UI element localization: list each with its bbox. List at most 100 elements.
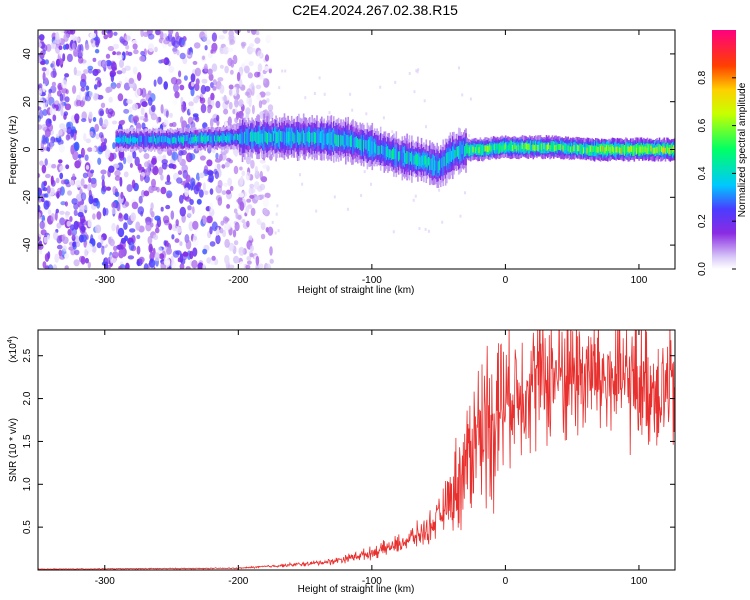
noise-blob [159, 31, 164, 40]
signal-cell [486, 146, 489, 152]
signal-cell [482, 145, 484, 152]
noise-blob [56, 59, 61, 65]
signal-cell [363, 140, 365, 152]
signal-cell [610, 145, 613, 152]
noise-speck [318, 76, 321, 80]
noise-blob [180, 96, 184, 106]
signal-cell [584, 146, 586, 153]
spectrogram-y-axis: -40 -20 0 20 40 [22, 48, 675, 252]
noise-speck [284, 69, 287, 73]
noise-blob [155, 30, 161, 36]
signal-cell [224, 136, 227, 142]
noise-speck [416, 70, 419, 74]
signal-cell [573, 145, 575, 151]
noise-blob [203, 165, 209, 175]
signal-cell [597, 146, 599, 153]
signal-cell [509, 143, 512, 150]
signal-cell [229, 134, 232, 141]
noise-blob [65, 164, 70, 170]
noise-blob [55, 208, 59, 214]
noise-blob [73, 259, 80, 267]
signal-cell [205, 136, 208, 143]
signal-cell [622, 146, 625, 152]
noise-blob [64, 103, 72, 111]
noise-blob [88, 111, 93, 120]
signal-cell [559, 144, 561, 150]
signal-cell [579, 145, 581, 152]
signal-cell [614, 147, 616, 154]
noise-blob [257, 63, 263, 73]
signal-cell [251, 130, 253, 142]
signal-cell [156, 135, 158, 142]
noise-blob [248, 98, 252, 108]
noise-blob [59, 217, 66, 226]
signal-cell [506, 144, 508, 151]
signal-cell [448, 151, 450, 164]
signal-cell [227, 134, 229, 141]
noise-blob [41, 134, 46, 145]
noise-blob [249, 194, 255, 199]
signal-cell [435, 160, 437, 171]
signal-cell [334, 133, 336, 144]
noise-blob [184, 187, 190, 197]
signal-cell [360, 139, 363, 152]
snr-plot-area [38, 330, 675, 570]
signal-cell [401, 149, 404, 162]
signal-cell [337, 134, 340, 147]
noise-blob [219, 64, 224, 69]
noise-blob [196, 198, 202, 205]
noise-blob [148, 258, 156, 268]
noise-blob [233, 208, 238, 214]
noise-blob [211, 47, 217, 54]
noise-blob [248, 60, 254, 67]
noise-blob [39, 109, 44, 119]
noise-blob [90, 38, 94, 44]
spectrogram-x-axis: -300 -200 -100 0 100 [95, 30, 648, 286]
signal-cell [293, 132, 295, 144]
noise-blob [251, 85, 256, 91]
signal-cell [661, 146, 663, 153]
signal-cell [591, 145, 593, 152]
signal-cell [379, 145, 382, 158]
noise-blob [250, 207, 256, 217]
noise-blob [81, 111, 87, 121]
noise-blob [91, 245, 97, 253]
noise-blob [84, 43, 90, 51]
signal-cell [159, 136, 162, 143]
signal-cell [634, 145, 637, 152]
signal-cell [257, 131, 259, 144]
noise-speck [278, 86, 281, 90]
noise-blob [52, 103, 56, 109]
signal-cell [309, 132, 311, 143]
snr-y-label: SNR (10 * v/v) [8, 418, 19, 482]
noise-blob [53, 231, 58, 241]
noise-blob [50, 213, 56, 222]
signal-cell [561, 143, 563, 150]
noise-speck [412, 198, 415, 202]
noise-blob [152, 166, 159, 176]
signal-cell [354, 137, 357, 149]
noise-blob [69, 216, 73, 222]
noise-speck [360, 194, 363, 197]
noise-blob [221, 190, 227, 196]
signal-cell [175, 137, 178, 144]
noise-blob [120, 237, 127, 244]
noise-blob [215, 152, 219, 160]
noise-blob [177, 257, 181, 263]
noise-blob [219, 227, 224, 234]
noise-blob [38, 87, 43, 96]
noise-speck [425, 125, 427, 129]
noise-blob [131, 39, 138, 45]
noise-blob [102, 207, 107, 217]
noise-blob [172, 250, 180, 258]
noise-blob [148, 33, 155, 40]
noise-blob [48, 118, 52, 125]
noise-blob [131, 201, 139, 210]
noise-blob [102, 122, 109, 128]
noise-blob [254, 37, 261, 44]
noise-blob [119, 59, 124, 68]
signal-cell [497, 145, 500, 152]
noise-blob [222, 216, 229, 224]
signal-cell [449, 148, 452, 162]
